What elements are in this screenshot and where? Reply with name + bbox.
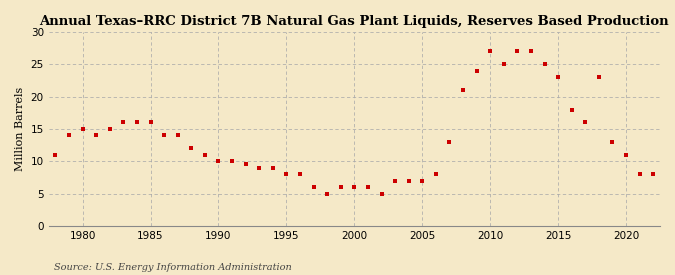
Y-axis label: Million Barrels: Million Barrels [15,87,25,171]
Text: Source: U.S. Energy Information Administration: Source: U.S. Energy Information Administ… [54,263,292,272]
Title: Annual Texas–RRC District 7B Natural Gas Plant Liquids, Reserves Based Productio: Annual Texas–RRC District 7B Natural Gas… [40,15,669,28]
